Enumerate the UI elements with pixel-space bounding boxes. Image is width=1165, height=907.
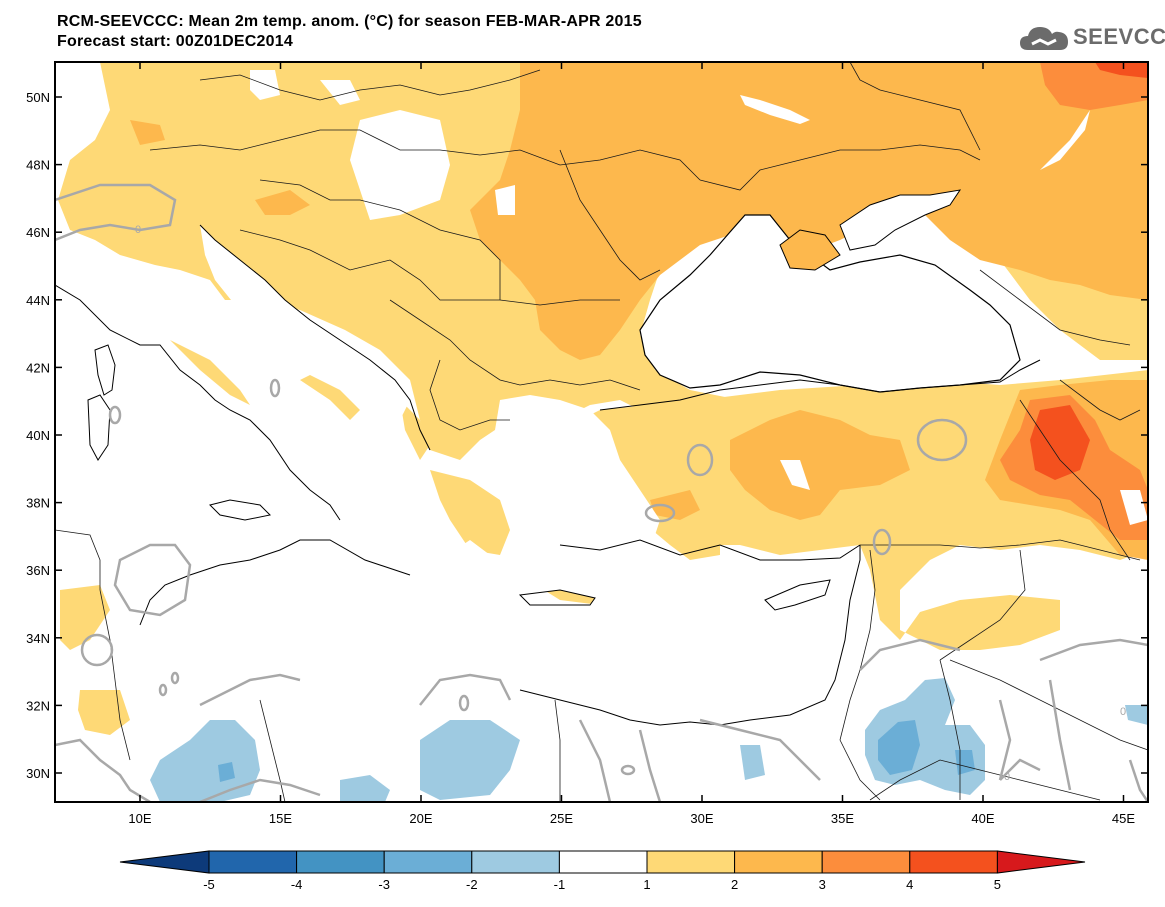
colorbar-max-arrow bbox=[996, 850, 1086, 874]
colorbar-tick-label: 5 bbox=[994, 877, 1001, 892]
lat-label: 38N bbox=[26, 496, 50, 511]
colorbar-segment bbox=[383, 850, 473, 874]
lon-label: 10E bbox=[128, 811, 151, 826]
colorbar: -5 -4 -3 -2 -1 1 2 3 4 5 bbox=[119, 850, 1086, 892]
colorbar-tick-label: -5 bbox=[203, 877, 215, 892]
adriatic-sea bbox=[200, 225, 410, 420]
colorbar-segment bbox=[296, 850, 385, 874]
colorbar-segment bbox=[208, 850, 298, 874]
lat-label: 50N bbox=[26, 90, 50, 105]
title-line-2: Forecast start: 00Z01DEC2014 bbox=[57, 33, 293, 50]
colorbar-tick-label: -1 bbox=[554, 877, 566, 892]
lon-label: 30E bbox=[690, 811, 713, 826]
latitude-axis: 50N 48N 46N 44N 42N 40N 38N 36N 34N 32N 30N bbox=[26, 90, 1148, 781]
longitude-axis: 10E 15E 20E 25E 30E 35E 40E 45E bbox=[128, 62, 1135, 826]
zero-contours bbox=[55, 183, 1148, 802]
map-title: RCM-SEEVCCC: Mean 2m temp. anom. (°C) fo… bbox=[57, 12, 642, 52]
contour-label: 0 bbox=[1120, 706, 1126, 718]
colorbar-segment bbox=[558, 850, 648, 874]
colorbar-segment bbox=[909, 850, 998, 874]
contour-labels: 0 0 0 bbox=[135, 224, 1126, 783]
lon-label: 20E bbox=[409, 811, 432, 826]
seevccc-logo: SEEVCCC bbox=[1018, 20, 1165, 56]
lon-label: 35E bbox=[831, 811, 854, 826]
colorbar-tick-label: 1 bbox=[643, 877, 650, 892]
lat-label: 36N bbox=[26, 563, 50, 578]
lon-label: 45E bbox=[1112, 811, 1135, 826]
contour-label: 0 bbox=[1004, 771, 1010, 783]
lat-label: 34N bbox=[26, 631, 50, 646]
colorbar-tick-label: -3 bbox=[378, 877, 390, 892]
colorbar-segment bbox=[821, 850, 911, 874]
lon-label: 25E bbox=[550, 811, 573, 826]
title-line-1: RCM-SEEVCCC: Mean 2m temp. anom. (°C) fo… bbox=[57, 13, 642, 30]
colorbar-tick-label: 4 bbox=[906, 877, 913, 892]
lat-label: 46N bbox=[26, 225, 50, 240]
sea-of-azov bbox=[839, 189, 962, 251]
colorbar-tick-label: -2 bbox=[466, 877, 478, 892]
map-canvas: 0 0 0 bbox=[55, 62, 1148, 802]
colorbar-segment bbox=[734, 850, 823, 874]
crimea-peninsula bbox=[779, 229, 841, 271]
lon-label: 15E bbox=[269, 811, 292, 826]
lat-label: 44N bbox=[26, 293, 50, 308]
coastlines bbox=[55, 224, 1041, 726]
colorbar-min-arrow bbox=[119, 850, 210, 874]
lat-label: 42N bbox=[26, 360, 50, 375]
colorbar-tick-label: 2 bbox=[731, 877, 738, 892]
lat-label: 30N bbox=[26, 766, 50, 781]
lat-label: 32N bbox=[26, 698, 50, 713]
logo-text: SEEVCCC bbox=[1073, 24, 1165, 49]
lat-label: 40N bbox=[26, 428, 50, 443]
contour-label: 0 bbox=[135, 224, 141, 236]
country-borders bbox=[55, 62, 1148, 802]
anomaly-neg2-neg3-region bbox=[218, 720, 975, 782]
map-frame bbox=[54, 61, 1149, 803]
lon-label: 40E bbox=[971, 811, 994, 826]
black-sea bbox=[639, 214, 1021, 393]
colorbar-tick-label: 3 bbox=[819, 877, 826, 892]
aegean-sea bbox=[495, 395, 660, 560]
colorbar-segment bbox=[646, 850, 736, 874]
colorbar-tick-label: -4 bbox=[291, 877, 303, 892]
lat-label: 48N bbox=[26, 158, 50, 173]
colorbar-segment bbox=[471, 850, 560, 874]
anomaly-4-5-region bbox=[1030, 62, 1148, 480]
mediterranean-sea bbox=[55, 285, 860, 730]
cloud-icon bbox=[1020, 27, 1068, 50]
